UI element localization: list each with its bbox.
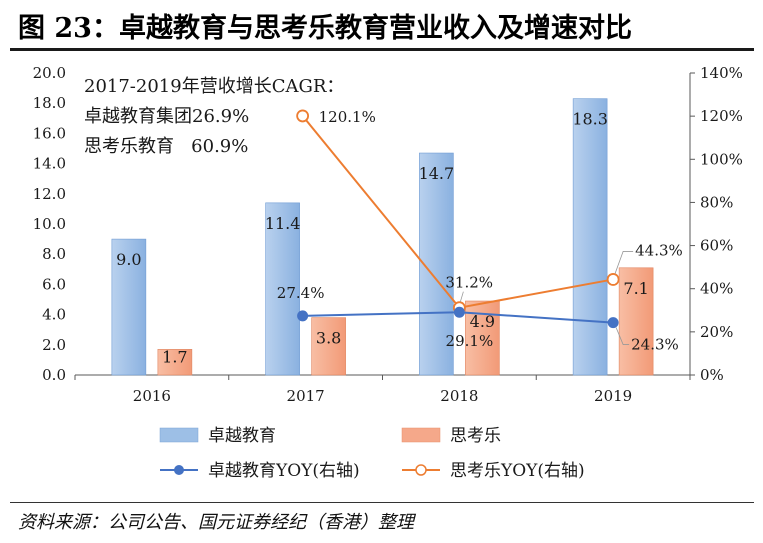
bar-zhuoyue-2017 [265, 202, 300, 376]
label-zhuoyue-yoy-2019: 24.3% [631, 336, 679, 354]
bar-sikaole-2017 [311, 317, 346, 376]
bar-sikaole-2016 [157, 349, 193, 376]
leader-sikaole-yoy-2019 [614, 251, 634, 274]
bar-label-sikaole-2018: 4.9 [470, 312, 495, 331]
bar-label-sikaole-2017: 3.8 [316, 329, 341, 348]
marker-sikaole-yoy-2017 [296, 109, 310, 123]
label-zhuoyue-yoy-2018: 29.1% [446, 332, 494, 350]
right-tick-label: 120% [700, 107, 743, 125]
left-tick-label: 6.0 [42, 275, 66, 293]
right-tick-label: 40% [700, 280, 733, 298]
bar-label-zhuoyue-2018: 14.7 [419, 164, 455, 183]
title-rule [10, 48, 754, 51]
annotation-line-3: 思考乐教育 60.9% [84, 136, 248, 157]
left-tick-label: 18.0 [33, 94, 66, 112]
legend-swatch-zhuoyue [159, 427, 199, 443]
left-tick-label: 10.0 [33, 215, 66, 233]
bar-series [111, 98, 654, 376]
right-axis-ticks: 0% 20% 40% 60% 80% 100% 120% 140% [690, 64, 743, 384]
left-tick-label: 16.0 [33, 124, 66, 142]
right-tick-label: 140% [700, 64, 743, 82]
label-sikaole-yoy-2018: 31.2% [445, 274, 493, 292]
right-tick-label: 100% [700, 150, 743, 168]
bar-label-zhuoyue-2019: 18.3 [572, 110, 608, 129]
left-axis-ticks: 0.0 2.0 4.0 6.0 8.0 10.0 12.0 14.0 16.0 18.0 20.0 [33, 64, 66, 384]
leader-sikaole-yoy-2018 [459, 291, 464, 302]
legend-label-sikaole: 思考乐 [450, 426, 501, 446]
bar-label-sikaole-2016: 1.7 [162, 347, 187, 366]
legend-marker-zhuoyue-yoy [174, 465, 184, 475]
left-tick-label: 12.0 [33, 185, 66, 203]
label-sikaole-yoy-2019: 44.3% [635, 241, 683, 259]
x-tick-label: 2019 [594, 387, 632, 405]
left-tick-label: 20.0 [33, 64, 66, 82]
right-tick-label: 60% [700, 237, 733, 255]
cagr-annotation: 2017-2019年营收增长CAGR： 卓越教育集团26.9% 思考乐教育 60… [84, 76, 344, 157]
figure-title: 图 23：卓越教育与思考乐教育营业收入及增速对比 [18, 13, 632, 44]
marker-zhuoyue-yoy-2018 [453, 306, 465, 318]
legend-swatch-sikaole [401, 427, 441, 443]
footer-rule [10, 502, 754, 503]
left-tick-label: 2.0 [42, 336, 66, 354]
leader-zhuoyue-yoy-2019 [615, 327, 630, 345]
line-series [296, 109, 620, 329]
legend-label-zhuoyue-yoy: 卓越教育YOY(右轴) [208, 461, 360, 481]
label-zhuoyue-yoy-2017: 27.4% [277, 284, 325, 302]
annotation-line-2: 卓越教育集团26.9% [84, 106, 249, 127]
right-tick-label: 0% [700, 366, 724, 384]
right-tick-label: 80% [700, 193, 733, 211]
legend-label-zhuoyue: 卓越教育 [208, 426, 276, 446]
x-axis-ticks: 2016 2017 2018 2019 [74, 375, 691, 405]
legend-label-sikaole-yoy: 思考乐YOY(右轴) [450, 461, 585, 481]
annotation-line-1: 2017-2019年营收增长CAGR： [84, 76, 344, 97]
bar-zhuoyue-2018 [419, 152, 454, 376]
left-tick-label: 0.0 [42, 366, 66, 384]
left-tick-label: 8.0 [42, 245, 66, 263]
marker-zhuoyue-yoy-2019 [607, 317, 619, 329]
left-tick-label: 4.0 [42, 306, 66, 324]
bar-sikaole-2019 [618, 267, 654, 376]
right-tick-label: 20% [700, 323, 733, 341]
bar-label-zhuoyue-2016: 9.0 [116, 250, 141, 269]
bar-zhuoyue-2019 [572, 98, 608, 376]
bar-zhuoyue-2016 [111, 238, 147, 376]
source-note: 资料来源：公司公告、国元证券经纪（香港）整理 [18, 512, 414, 533]
left-tick-label: 14.0 [33, 155, 66, 173]
x-tick-label: 2016 [133, 387, 171, 405]
marker-sikaole-yoy-2019 [606, 273, 620, 286]
data-labels: 9.0 11.4 14.7 18.3 1.7 3.8 4.9 7.1 120.1% 31.2% 44… [116, 108, 683, 366]
bar-label-zhuoyue-2017: 11.4 [265, 214, 301, 233]
x-tick-label: 2018 [440, 387, 478, 405]
marker-zhuoyue-yoy-2017 [297, 310, 309, 322]
x-tick-label: 2017 [287, 387, 325, 405]
legend: 卓越教育 思考乐 卓越教育YOY(右轴) 思考乐YOY(右轴) [159, 426, 585, 481]
legend-marker-sikaole-yoy [415, 464, 427, 476]
label-sikaole-yoy-2017: 120.1% [319, 108, 376, 126]
bar-label-sikaole-2019: 7.1 [623, 279, 648, 298]
